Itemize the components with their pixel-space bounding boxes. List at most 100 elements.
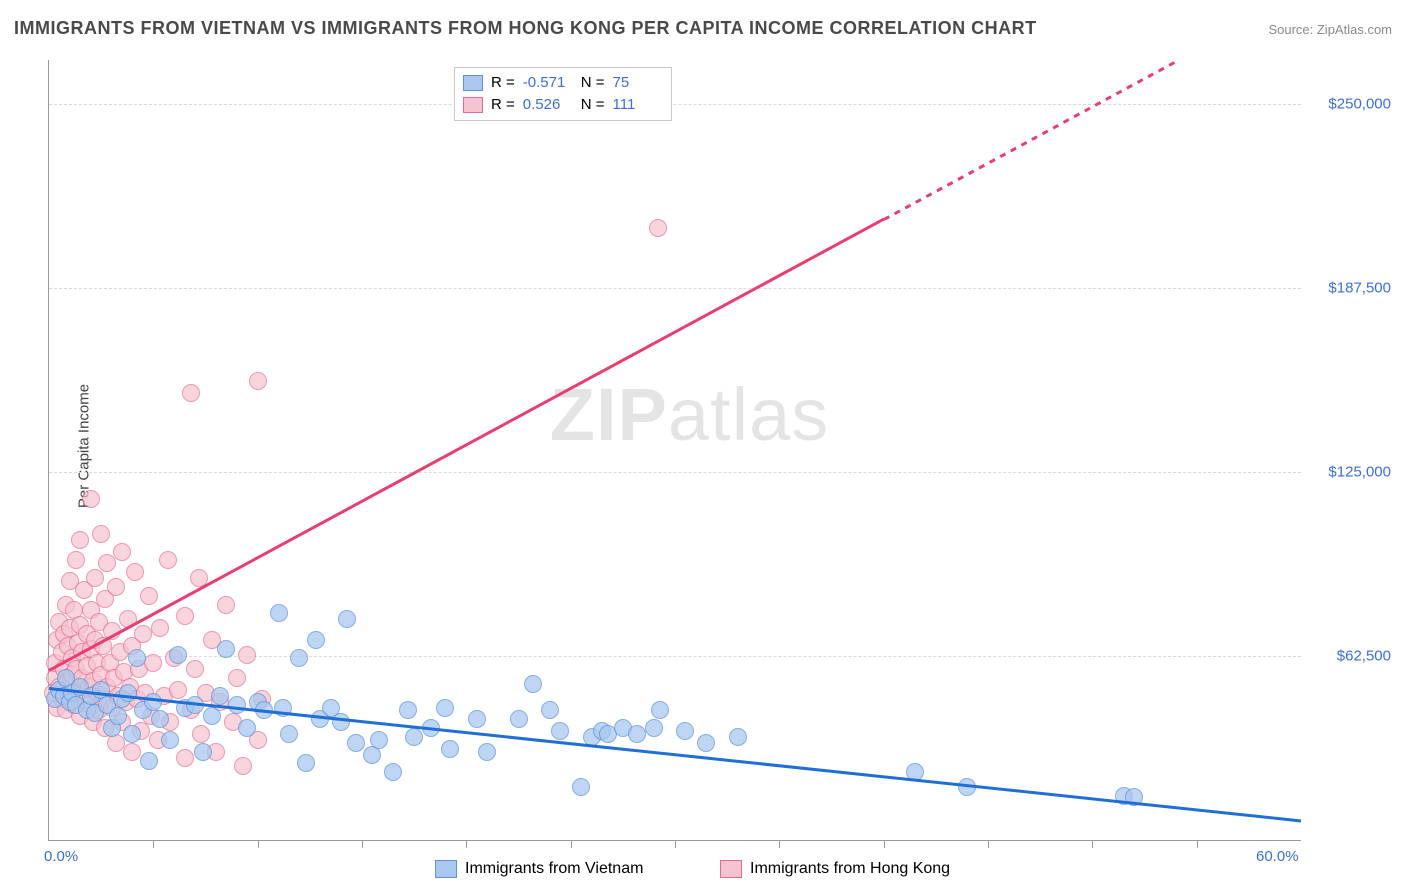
point-a xyxy=(468,710,486,728)
watermark: ZIPatlas xyxy=(550,372,829,457)
point-b xyxy=(249,372,267,390)
point-b xyxy=(192,725,210,743)
x-tick xyxy=(779,840,780,848)
point-a xyxy=(441,740,459,758)
point-a xyxy=(280,725,298,743)
point-a xyxy=(119,684,137,702)
gridline xyxy=(49,472,1301,473)
point-b xyxy=(123,743,141,761)
stats-box: R = -0.571 N = 75 R = 0.526 N = 111 xyxy=(454,67,672,121)
stats-r-b: 0.526 xyxy=(523,94,573,116)
point-b xyxy=(649,219,667,237)
point-b xyxy=(159,551,177,569)
point-b xyxy=(107,578,125,596)
point-a xyxy=(194,743,212,761)
point-a xyxy=(405,728,423,746)
x-tick xyxy=(571,840,572,848)
point-a xyxy=(399,701,417,719)
stats-r-a: -0.571 xyxy=(523,72,573,94)
stats-n-b: 111 xyxy=(613,94,663,116)
swatch-b-icon xyxy=(463,97,483,113)
point-a xyxy=(478,743,496,761)
point-b xyxy=(98,554,116,572)
point-a xyxy=(211,687,229,705)
point-b xyxy=(176,607,194,625)
point-b xyxy=(82,490,100,508)
point-a xyxy=(524,675,542,693)
x-tick xyxy=(466,840,467,848)
point-b xyxy=(134,625,152,643)
point-a xyxy=(151,710,169,728)
point-b xyxy=(238,646,256,664)
gridline xyxy=(49,656,1301,657)
x-tick xyxy=(1197,840,1198,848)
swatch-b-icon xyxy=(720,860,742,878)
stats-r-label: R = xyxy=(491,72,515,94)
point-b xyxy=(67,551,85,569)
point-a xyxy=(270,604,288,622)
chart-frame: IMMIGRANTS FROM VIETNAM VS IMMIGRANTS FR… xyxy=(0,0,1406,892)
x-tick xyxy=(884,840,885,848)
point-a xyxy=(541,701,559,719)
y-tick-label: $62,500 xyxy=(1309,648,1391,665)
point-a xyxy=(729,728,747,746)
point-b xyxy=(144,654,162,672)
point-b xyxy=(92,525,110,543)
x-tick xyxy=(1092,840,1093,848)
point-b xyxy=(176,749,194,767)
x-tick xyxy=(362,840,363,848)
chart-title: IMMIGRANTS FROM VIETNAM VS IMMIGRANTS FR… xyxy=(14,18,1037,39)
y-tick-label: $187,500 xyxy=(1309,280,1391,297)
point-b xyxy=(186,660,204,678)
stats-row-a: R = -0.571 N = 75 xyxy=(463,72,663,94)
legend-a: Immigrants from Vietnam xyxy=(435,860,643,878)
point-a xyxy=(123,725,141,743)
point-a xyxy=(436,699,454,717)
y-tick-label: $250,000 xyxy=(1309,96,1391,113)
point-a xyxy=(651,701,669,719)
point-a xyxy=(370,731,388,749)
point-b xyxy=(182,384,200,402)
x-tick xyxy=(258,840,259,848)
gridline xyxy=(49,104,1301,105)
point-a xyxy=(628,725,646,743)
y-tick-label: $125,000 xyxy=(1309,464,1391,481)
point-a xyxy=(144,693,162,711)
point-b xyxy=(71,531,89,549)
point-a xyxy=(228,696,246,714)
point-a xyxy=(551,722,569,740)
x-tick xyxy=(675,840,676,848)
x-tick xyxy=(988,840,989,848)
x-axis-min: 0.0% xyxy=(44,848,78,865)
legend-a-label: Immigrants from Vietnam xyxy=(465,860,643,878)
point-a xyxy=(572,778,590,796)
trendline-a xyxy=(49,687,1301,822)
stats-n-label: N = xyxy=(581,72,605,94)
point-a xyxy=(338,610,356,628)
plot-area: ZIPatlas $62,500$125,000$187,500$250,000 xyxy=(48,60,1301,841)
swatch-a-icon xyxy=(435,860,457,878)
legend-b: Immigrants from Hong Kong xyxy=(720,860,950,878)
point-a xyxy=(169,646,187,664)
point-a xyxy=(203,707,221,725)
point-a xyxy=(510,710,528,728)
point-b xyxy=(113,543,131,561)
point-b xyxy=(228,669,246,687)
point-a xyxy=(140,752,158,770)
point-a xyxy=(128,649,146,667)
stats-row-b: R = 0.526 N = 111 xyxy=(463,94,663,116)
point-b xyxy=(126,563,144,581)
point-a xyxy=(332,713,350,731)
point-a xyxy=(290,649,308,667)
point-a xyxy=(297,754,315,772)
stats-r-label: R = xyxy=(491,94,515,116)
point-b xyxy=(151,619,169,637)
point-a xyxy=(161,731,179,749)
point-b xyxy=(169,681,187,699)
point-a xyxy=(109,707,127,725)
point-a xyxy=(645,719,663,737)
point-b xyxy=(217,596,235,614)
trendline-b xyxy=(883,60,1176,220)
stats-n-a: 75 xyxy=(613,72,663,94)
point-a xyxy=(238,719,256,737)
